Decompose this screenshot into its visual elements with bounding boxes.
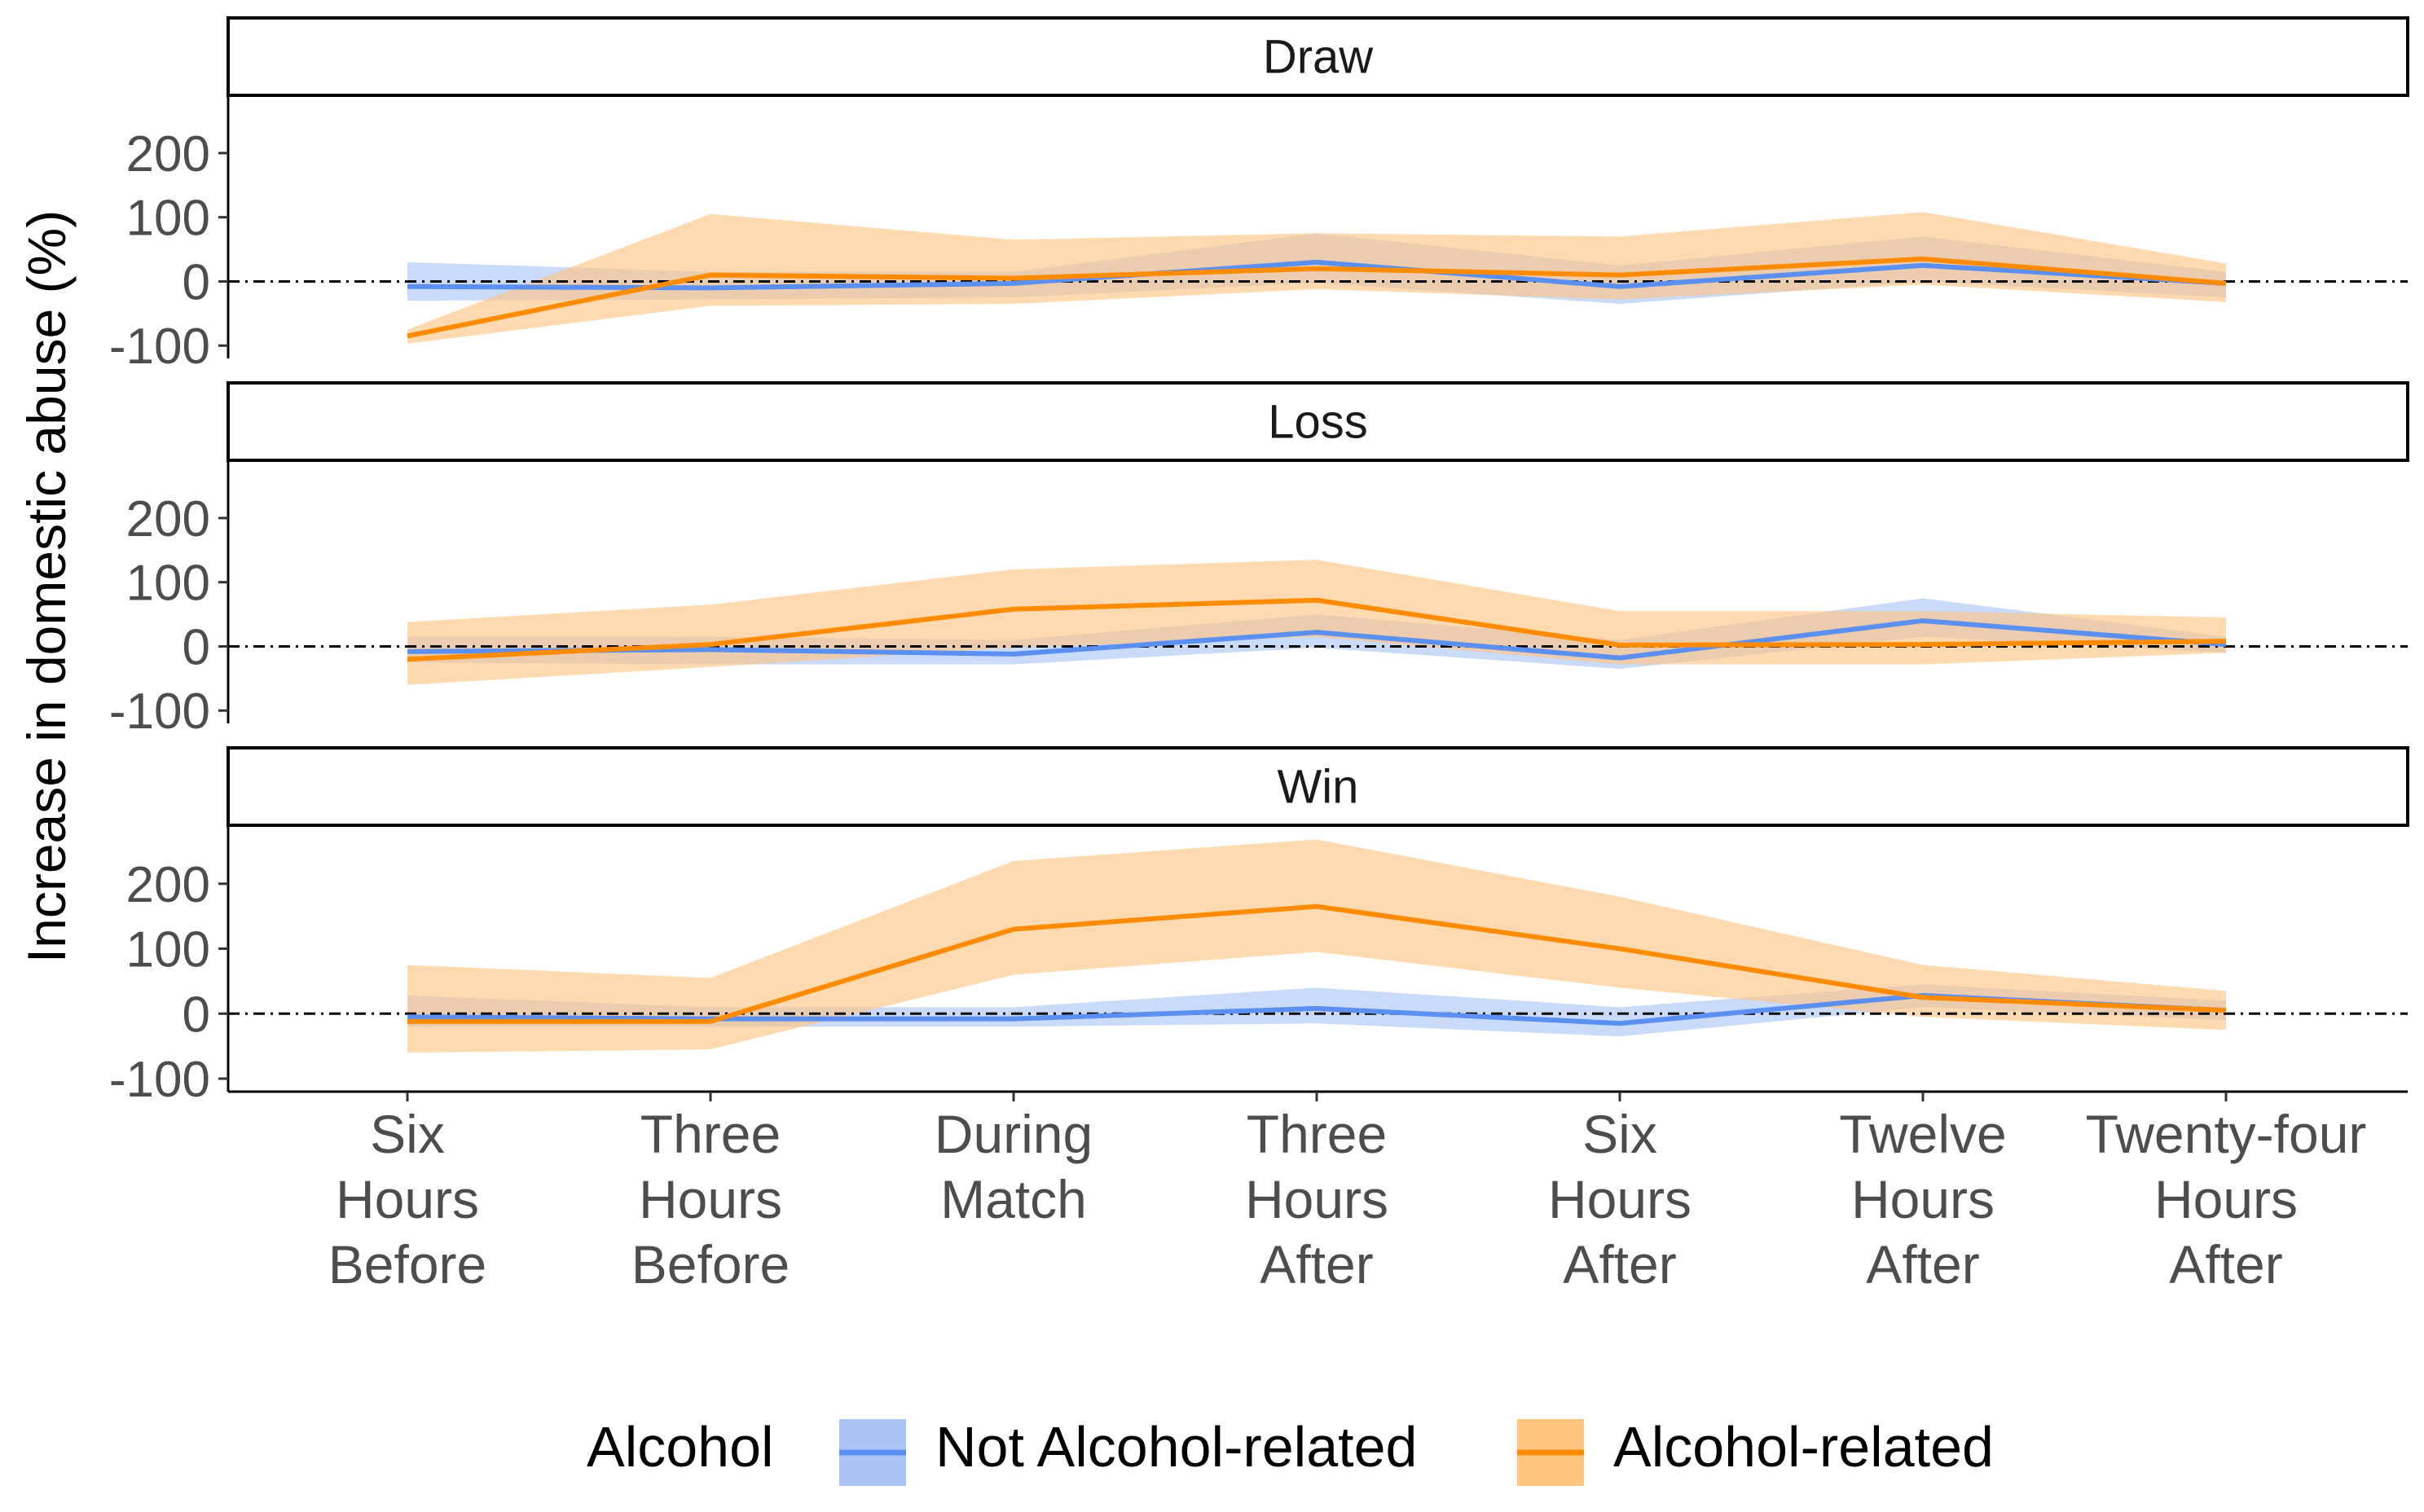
x-tick-label: Three Hours After — [1245, 1104, 1388, 1294]
x-tick-label: Six Hours Before — [328, 1104, 486, 1294]
strip-draw — [227, 16, 2409, 97]
x-tick-label: Twelve Hours After — [1839, 1104, 2006, 1294]
x-axis-tick-labels: Six Hours Before Three Hours Before During Matc… — [328, 1092, 2367, 1294]
y-tick-label-loss: 0 — [183, 619, 210, 675]
ci-band-alcohol-related-draw — [407, 212, 2226, 344]
series-line-alcohol-related-win — [407, 903, 2227, 1024]
y-tick-label-win: 0 — [183, 987, 210, 1043]
strip-win — [227, 746, 2409, 827]
y-tick-label-loss: -100 — [109, 683, 210, 740]
facet-panels: Draw -100 0 100 200 Loss -100 0 100 200 Win -100 0 10… — [109, 16, 2409, 1108]
y-tick-label-win: 200 — [126, 857, 210, 913]
legend-label-alcohol: Alcohol-related — [1613, 1415, 1994, 1479]
y-tick-label-win: -100 — [109, 1052, 210, 1108]
y-tick-label-draw: 100 — [126, 191, 210, 247]
series-line-alcohol-related-draw — [407, 256, 2227, 339]
y-tick-label-loss: 200 — [126, 491, 210, 547]
strip-loss — [227, 381, 2409, 462]
strip-label-draw: Draw — [1263, 31, 1374, 84]
ci-band-alcohol-related-win — [407, 839, 2226, 1053]
x-tick-label: Twenty-four Hours After — [2086, 1104, 2367, 1294]
strip-label-loss: Loss — [1268, 396, 1368, 449]
series-line-not-alcohol-related-draw — [407, 259, 2227, 291]
x-tick-label: Three Hours Before — [631, 1104, 790, 1294]
y-tick-label-win: 100 — [126, 922, 210, 978]
panel-win: Win -100 0 100 200 — [109, 746, 2409, 1108]
series-line-alcohol-related-loss — [407, 597, 2227, 662]
panel-loss: Loss -100 0 100 200 — [109, 381, 2409, 740]
x-tick-label: During Match — [935, 1104, 1093, 1229]
panel-draw: Draw -100 0 100 200 — [109, 16, 2409, 375]
y-tick-label-draw: -100 — [109, 319, 210, 375]
legend: Alcohol Not Alcohol-related Alcohol-rela… — [587, 1415, 1994, 1486]
x-tick-label: Six Hours After — [1548, 1104, 1692, 1294]
series-line-not-alcohol-related-loss — [407, 618, 2227, 661]
y-tick-label-draw: 0 — [183, 254, 210, 310]
y-tick-label-loss: 100 — [126, 556, 210, 612]
legend-title: Alcohol — [587, 1415, 774, 1479]
y-tick-label-draw: 200 — [126, 126, 210, 182]
y-axis-title: Increase in domestic abuse (%) — [16, 210, 77, 963]
legend-label-not-alcohol: Not Alcohol-related — [935, 1415, 1417, 1479]
strip-label-win: Win — [1278, 761, 1359, 814]
